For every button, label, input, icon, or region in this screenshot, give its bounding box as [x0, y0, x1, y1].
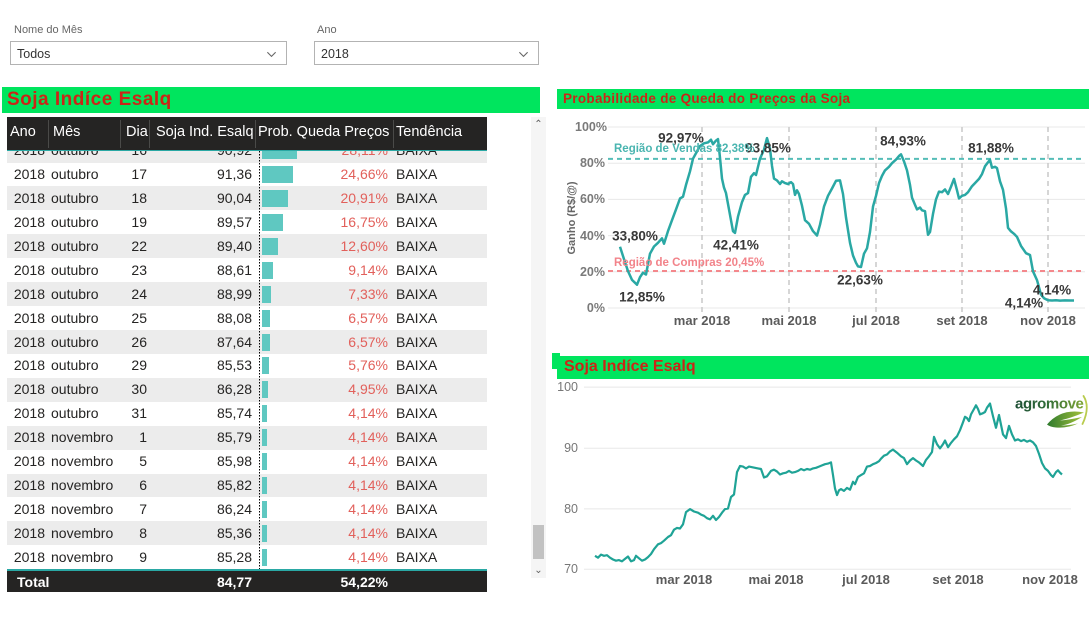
svg-text:Ganho (R$/@): Ganho (R$/@): [566, 181, 578, 254]
svg-text:agromove: agromove: [1015, 396, 1084, 413]
